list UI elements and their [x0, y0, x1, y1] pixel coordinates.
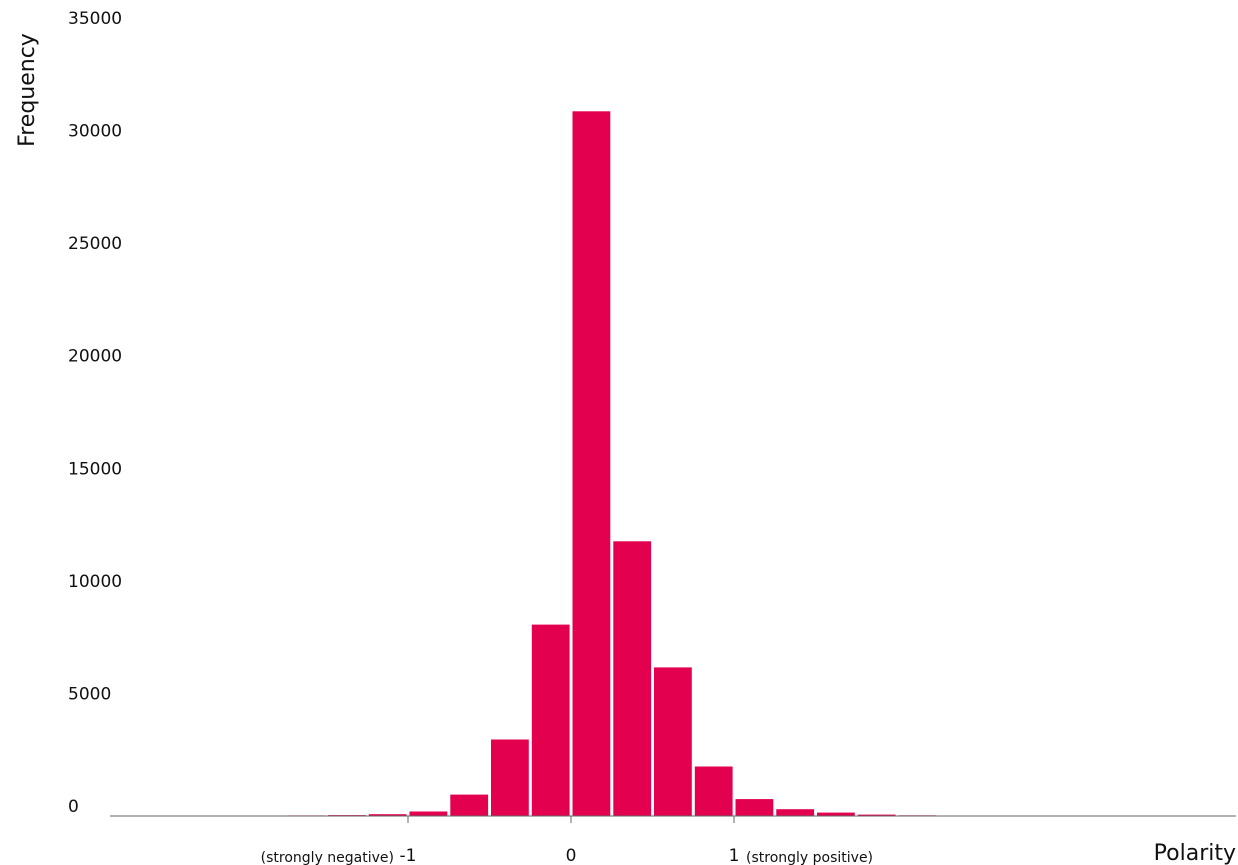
y-tick-label: 20000 [68, 347, 122, 367]
y-tick-label: 0 [68, 797, 79, 817]
histogram-bar [409, 811, 448, 816]
x-tick-note: (strongly negative) [261, 850, 394, 865]
histogram-bar [613, 541, 652, 816]
y-tick-label: 10000 [68, 572, 122, 592]
x-tick-note: (strongly positive) [746, 850, 873, 865]
y-tick-label: 25000 [68, 234, 122, 254]
x-axis-title: Polarity [1154, 841, 1236, 865]
bars-group [205, 111, 978, 817]
y-tick-label: 15000 [68, 459, 122, 479]
histogram-bar [857, 814, 896, 816]
x-tick-label: -1 [400, 846, 417, 865]
histogram-bar [654, 667, 692, 816]
histogram-bar [776, 809, 815, 816]
histogram-bar [735, 799, 774, 816]
histogram-bar [694, 766, 733, 816]
x-tick-label: 0 [566, 846, 577, 865]
histogram-bar [817, 812, 855, 816]
y-axis-ticks: 0 5000 10000 15000 20000 25000 30000 35000 [68, 9, 122, 817]
histogram-bar [368, 814, 407, 816]
y-tick-label: 35000 [68, 9, 122, 29]
x-axis-ticks: -1 (strongly negative) 0 1 (strongly positiv… [261, 816, 873, 865]
y-tick-label: 30000 [68, 122, 122, 142]
histogram-bar [491, 739, 529, 816]
histogram-bar [450, 794, 489, 816]
histogram-bar [572, 111, 611, 817]
histogram-bar [531, 624, 570, 816]
y-axis-title: Frequency [15, 33, 40, 147]
y-tick-label: 5000 [68, 684, 111, 704]
x-tick-label: 1 [729, 846, 740, 865]
